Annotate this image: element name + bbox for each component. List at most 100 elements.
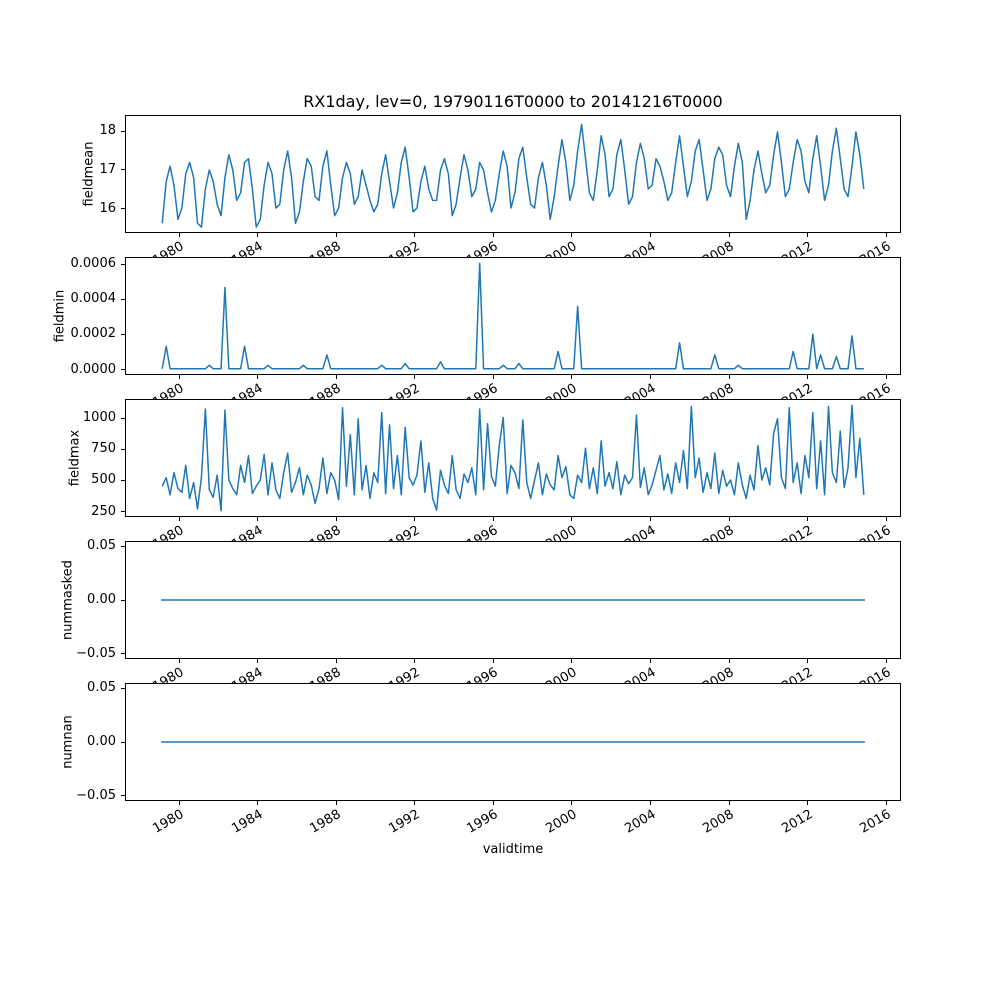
fieldmean-series-plot: [161, 123, 865, 228]
x-axis-label: validtime: [482, 842, 544, 857]
numnan-series-plot: [161, 741, 865, 743]
x-tick-mark: [807, 233, 809, 237]
y-tick-label: 18: [99, 123, 116, 139]
x-tick-mark: [571, 375, 573, 379]
y-tick-label: 1000: [82, 410, 116, 426]
x-tick-mark: [728, 517, 730, 521]
y-tick-mark: [120, 298, 125, 300]
x-tick-mark: [885, 233, 887, 237]
x-tick-mark: [414, 233, 416, 237]
subplot-fieldmin: fieldmin 0.0000 0.0002 0.0004 0.0006 1980 198…: [0, 256, 1000, 411]
x-tick-mark: [178, 801, 180, 805]
y-tick-mark: [120, 479, 125, 481]
subplot-numnan: numnan −0.05 0.00 0.05 1980 1984 1988 1992 1996…: [0, 680, 1000, 837]
y-tick-mark: [120, 795, 125, 797]
x-tick-mark: [414, 659, 416, 663]
subplot-fieldmean: fieldmean 16 17 18 1980 1984 1988 1992 1996 2000…: [0, 115, 1000, 269]
y-tick-mark: [120, 545, 125, 547]
x-tick-mark: [178, 233, 180, 237]
y-tick-mark: [120, 599, 125, 601]
y-tick-mark: [120, 369, 125, 371]
x-tick-mark: [492, 233, 494, 237]
y-tick-mark: [120, 169, 125, 171]
chart-title: RX1day, lev=0, 19790116T0000 to 20141216…: [303, 92, 723, 111]
y-tick-label: −0.05: [76, 787, 116, 803]
y-tick-mark: [120, 687, 125, 689]
x-tick-mark: [492, 659, 494, 663]
x-tick-mark: [885, 375, 887, 379]
subplot-fieldmax: fieldmax 250 500 750 1000 1980 1984 1988 1992 19…: [0, 399, 1000, 553]
y-tick-mark: [120, 130, 125, 132]
plot-area-fieldmax: [125, 399, 901, 517]
y-tick-mark: [120, 263, 125, 265]
x-tick-mark: [257, 375, 259, 379]
y-tick-mark: [120, 208, 125, 210]
y-tick-label: 16: [99, 200, 116, 216]
y-tick-label: 0.00: [87, 734, 116, 749]
y-tick-label: 0.0000: [70, 361, 117, 377]
x-tick-mark: [650, 233, 652, 237]
x-tick-mark: [807, 517, 809, 521]
y-tick-label: 0.00: [87, 592, 116, 607]
x-tick-mark: [650, 375, 652, 379]
x-tick-mark: [728, 801, 730, 805]
fieldmin-line: [161, 262, 864, 370]
y-tick-label: 250: [91, 503, 116, 519]
y-tick-label: 0.0006: [70, 256, 117, 272]
x-tick-mark: [335, 801, 337, 805]
x-tick-mark: [335, 375, 337, 379]
x-tick-mark: [807, 375, 809, 379]
x-tick-mark: [414, 375, 416, 379]
y-tick-label: 17: [99, 161, 116, 177]
x-tick-mark: [571, 801, 573, 805]
x-tick-mark: [728, 659, 730, 663]
x-tick-mark: [650, 801, 652, 805]
x-tick-mark: [257, 659, 259, 663]
x-tick-mark: [335, 659, 337, 663]
x-tick-mark: [257, 801, 259, 805]
subplot-nummasked: nummasked −0.05 0.00 0.05 1980 1984 1988 1992 1…: [0, 538, 1000, 695]
x-tick-mark: [571, 659, 573, 663]
y-tick-label: 0.05: [87, 538, 116, 554]
fieldmean-line: [161, 123, 865, 228]
y-tick-mark: [120, 511, 125, 513]
x-tick-mark: [650, 517, 652, 521]
x-tick-mark: [807, 801, 809, 805]
fieldmin-series-plot: [161, 262, 864, 370]
x-tick-label: 2000: [543, 807, 580, 837]
x-tick-mark: [571, 517, 573, 521]
y-tick-label: 0.05: [87, 680, 116, 696]
x-tick-mark: [257, 233, 259, 237]
x-tick-mark: [335, 517, 337, 521]
x-tick-mark: [885, 517, 887, 521]
y-tick-label: 750: [91, 441, 116, 457]
x-tick-mark: [885, 659, 887, 663]
y-tick-mark: [120, 448, 125, 450]
x-tick-mark: [492, 375, 494, 379]
plot-area-fieldmin: [125, 257, 901, 375]
x-tick-mark: [492, 801, 494, 805]
x-tick-mark: [257, 517, 259, 521]
x-tick-mark: [178, 517, 180, 521]
y-tick-mark: [120, 653, 125, 655]
x-tick-mark: [650, 659, 652, 663]
y-tick-mark: [120, 417, 125, 419]
x-tick-mark: [492, 517, 494, 521]
y-tick-label: 500: [91, 472, 116, 488]
x-tick-label: 1980: [150, 807, 187, 837]
y-tick-mark: [120, 333, 125, 335]
x-tick-mark: [885, 801, 887, 805]
x-tick-mark: [414, 517, 416, 521]
y-tick-label: −0.05: [76, 645, 116, 661]
x-tick-mark: [728, 233, 730, 237]
x-tick-mark: [178, 375, 180, 379]
x-tick-mark: [807, 659, 809, 663]
x-tick-mark: [178, 659, 180, 663]
x-tick-mark: [728, 375, 730, 379]
fieldmax-line: [161, 404, 865, 512]
plot-area-numnan: [125, 683, 901, 801]
plot-area-nummasked: [125, 541, 901, 659]
x-tick-mark: [571, 233, 573, 237]
x-tick-mark: [335, 233, 337, 237]
